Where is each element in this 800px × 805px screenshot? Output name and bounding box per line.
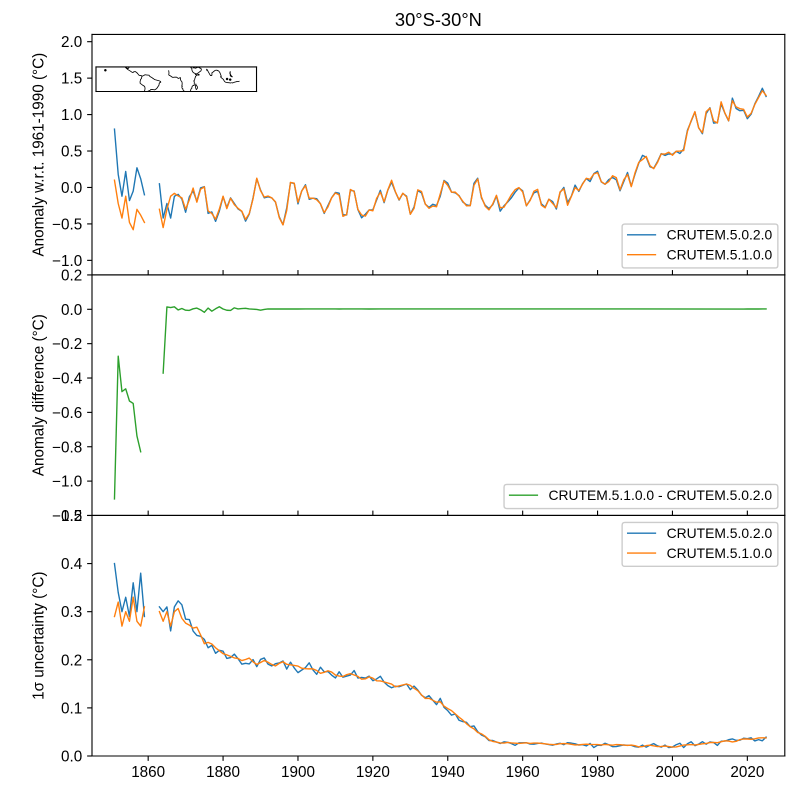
- svg-text:0.2: 0.2: [61, 267, 82, 284]
- svg-text:1920: 1920: [356, 764, 390, 781]
- svg-text:0.5: 0.5: [61, 144, 82, 161]
- svg-text:1880: 1880: [206, 764, 240, 781]
- svg-text:0.1: 0.1: [61, 700, 82, 717]
- svg-text:0.5: 0.5: [61, 508, 82, 525]
- svg-text:CRUTEM.5.0.2.0: CRUTEM.5.0.2.0: [667, 525, 773, 541]
- svg-text:2020: 2020: [730, 764, 764, 781]
- svg-text:2000: 2000: [655, 764, 689, 781]
- svg-text:0.0: 0.0: [61, 302, 82, 319]
- svg-text:30°S-30°N: 30°S-30°N: [395, 9, 482, 30]
- svg-text:1940: 1940: [431, 764, 465, 781]
- svg-text:2.0: 2.0: [61, 34, 82, 51]
- svg-text:CRUTEM.5.1.0.0: CRUTEM.5.1.0.0: [667, 247, 773, 263]
- svg-text:1.0: 1.0: [61, 107, 82, 124]
- svg-text:0.4: 0.4: [61, 556, 83, 573]
- svg-text:0.2: 0.2: [61, 652, 82, 669]
- svg-text:−0.2: −0.2: [52, 336, 82, 353]
- svg-text:Anomaly difference (°C): Anomaly difference (°C): [30, 314, 47, 476]
- svg-text:CRUTEM.5.0.2.0: CRUTEM.5.0.2.0: [667, 227, 773, 243]
- svg-text:0.0: 0.0: [61, 749, 82, 766]
- svg-text:1980: 1980: [581, 764, 615, 781]
- svg-text:1σ uncertainty (°C): 1σ uncertainty (°C): [30, 572, 47, 700]
- svg-text:CRUTEM.5.1.0.0 - CRUTEM.5.0.2.: CRUTEM.5.1.0.0 - CRUTEM.5.0.2.0: [548, 487, 772, 503]
- svg-text:1.5: 1.5: [61, 71, 82, 88]
- svg-text:1960: 1960: [506, 764, 540, 781]
- svg-text:−0.6: −0.6: [52, 405, 82, 422]
- svg-text:−0.4: −0.4: [52, 371, 83, 388]
- svg-text:−0.8: −0.8: [52, 439, 82, 456]
- svg-text:1860: 1860: [131, 764, 165, 781]
- svg-text:CRUTEM.5.1.0.0: CRUTEM.5.1.0.0: [667, 545, 773, 561]
- svg-text:−0.5: −0.5: [52, 216, 82, 233]
- svg-text:0.3: 0.3: [61, 604, 82, 621]
- svg-text:−1.0: −1.0: [52, 474, 82, 491]
- svg-text:1900: 1900: [281, 764, 315, 781]
- svg-text:0.0: 0.0: [61, 180, 82, 197]
- svg-text:Anomaly w.r.t. 1961-1990 (°C): Anomaly w.r.t. 1961-1990 (°C): [30, 53, 47, 257]
